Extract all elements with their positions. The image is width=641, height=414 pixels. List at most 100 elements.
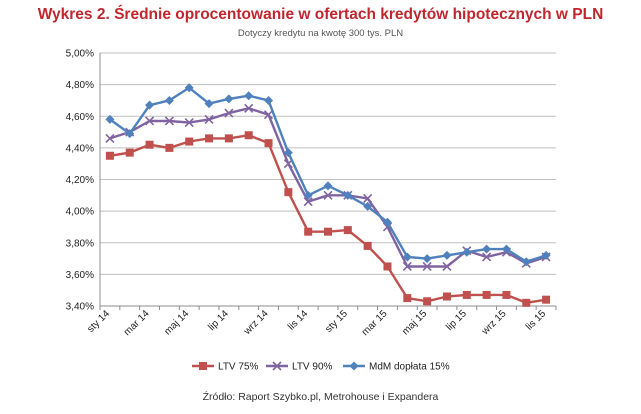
legend-label: MdM dopłata 15% (369, 362, 450, 373)
data-point (422, 261, 432, 272)
data-point (382, 217, 392, 227)
y-tick-label: 3,40% (66, 302, 94, 313)
data-point (502, 290, 511, 299)
data-point (184, 83, 194, 93)
data-point (244, 91, 254, 101)
data-point (224, 108, 234, 118)
data-point (244, 131, 253, 140)
y-tick-label: 4,00% (66, 207, 94, 218)
legend-label: LTV 90% (292, 362, 332, 373)
data-point (501, 244, 511, 254)
data-point (164, 95, 174, 105)
data-point (442, 250, 452, 260)
y-tick-labels: 3,40% 3,60% 3,80% 4,00% 4,20% 4,40% 4,60% 4,80%… (66, 49, 94, 313)
data-point (343, 226, 352, 235)
data-point (145, 140, 154, 149)
data-point (442, 261, 452, 272)
axes (99, 53, 557, 310)
data-point (343, 190, 353, 200)
x-tick-label: sty 15 (323, 308, 350, 335)
data-point (303, 190, 313, 200)
series-mdm-dop-ata-15 (105, 83, 551, 267)
data-point (224, 134, 233, 143)
data-point (382, 222, 393, 232)
x-tick-label: wrz 14 (241, 308, 271, 338)
data-point (482, 290, 491, 299)
data-point (541, 250, 551, 260)
data-point (184, 118, 194, 128)
legend-item: LTV 75% (192, 362, 258, 373)
x-tick-label: lis 15 (524, 308, 549, 333)
data-point (521, 257, 531, 267)
data-point (204, 114, 214, 124)
data-point (164, 116, 174, 126)
legend-item: LTV 90% (266, 361, 332, 373)
data-point (323, 181, 333, 191)
data-point (105, 114, 115, 124)
data-point (204, 99, 214, 109)
x-tick-label: mar 15 (360, 308, 390, 338)
legend: LTV 75% LTV 90% MdM dopłata 15% (192, 361, 450, 373)
data-point (125, 148, 134, 157)
series-line (109, 133, 547, 304)
data-point (462, 247, 472, 257)
y-tick-label: 4,60% (66, 112, 94, 123)
data-point (442, 292, 451, 301)
x-tick-labels: sty 14 mar 14 maj 14 lip 14 wrz 14 lis 14 sty … (85, 308, 548, 338)
legend-item: MdM dopłata 15% (343, 361, 450, 373)
y-tick-label: 3,60% (66, 270, 94, 281)
data-point (363, 241, 372, 250)
y-tick-label: 4,40% (66, 143, 94, 154)
x-tick-label: mar 14 (122, 308, 152, 338)
data-point (145, 100, 155, 110)
data-point (423, 297, 432, 306)
data-point (105, 133, 115, 143)
chart-subtitle: Dotyczy kredytu na kwotę 300 tys. PLN (237, 28, 404, 39)
y-tick-label: 4,20% (66, 175, 94, 186)
data-point (482, 252, 492, 262)
chart-title: Wykres 2. Średnie oprocentowanie w ofert… (37, 6, 604, 23)
data-point (105, 151, 114, 160)
legend-marker (272, 361, 282, 371)
data-point (283, 148, 293, 158)
legend-marker (199, 362, 207, 370)
y-tick-label: 5,00% (66, 49, 94, 60)
data-point (403, 294, 412, 303)
data-point (402, 252, 412, 262)
data-point (264, 95, 274, 105)
data-point (402, 261, 412, 272)
data-point (125, 129, 135, 139)
source-note: Źródło: Raport Szybko.pl, Metrohouse i E… (202, 391, 439, 403)
data-point (482, 244, 492, 254)
x-tick-label: lis 14 (286, 308, 311, 333)
data-point (165, 143, 174, 152)
data-point (264, 139, 273, 148)
data-point (383, 262, 392, 271)
x-tick-label: wrz 15 (479, 308, 509, 338)
data-point (244, 103, 254, 113)
data-point (144, 116, 155, 126)
data-point (542, 295, 551, 304)
data-point (185, 137, 194, 146)
x-tick-label: lip 14 (206, 308, 231, 333)
y-tick-label: 3,80% (66, 238, 94, 249)
y-tick-label: 4,80% (66, 80, 94, 91)
series-group (105, 83, 551, 307)
data-point (363, 201, 373, 211)
data-point (224, 94, 234, 104)
data-point (263, 110, 274, 120)
data-point (323, 190, 333, 200)
x-tick-label: maj 15 (400, 308, 429, 337)
grid-lines (100, 52, 556, 307)
data-point (462, 290, 471, 299)
x-tick-label: lip 15 (444, 308, 469, 333)
data-point (304, 227, 313, 236)
legend-label: LTV 75% (218, 362, 258, 373)
data-point (205, 134, 214, 143)
data-point (324, 227, 332, 236)
data-point (303, 197, 313, 207)
data-point (363, 193, 373, 204)
series-ltv-75 (105, 131, 551, 307)
data-point (284, 188, 293, 197)
